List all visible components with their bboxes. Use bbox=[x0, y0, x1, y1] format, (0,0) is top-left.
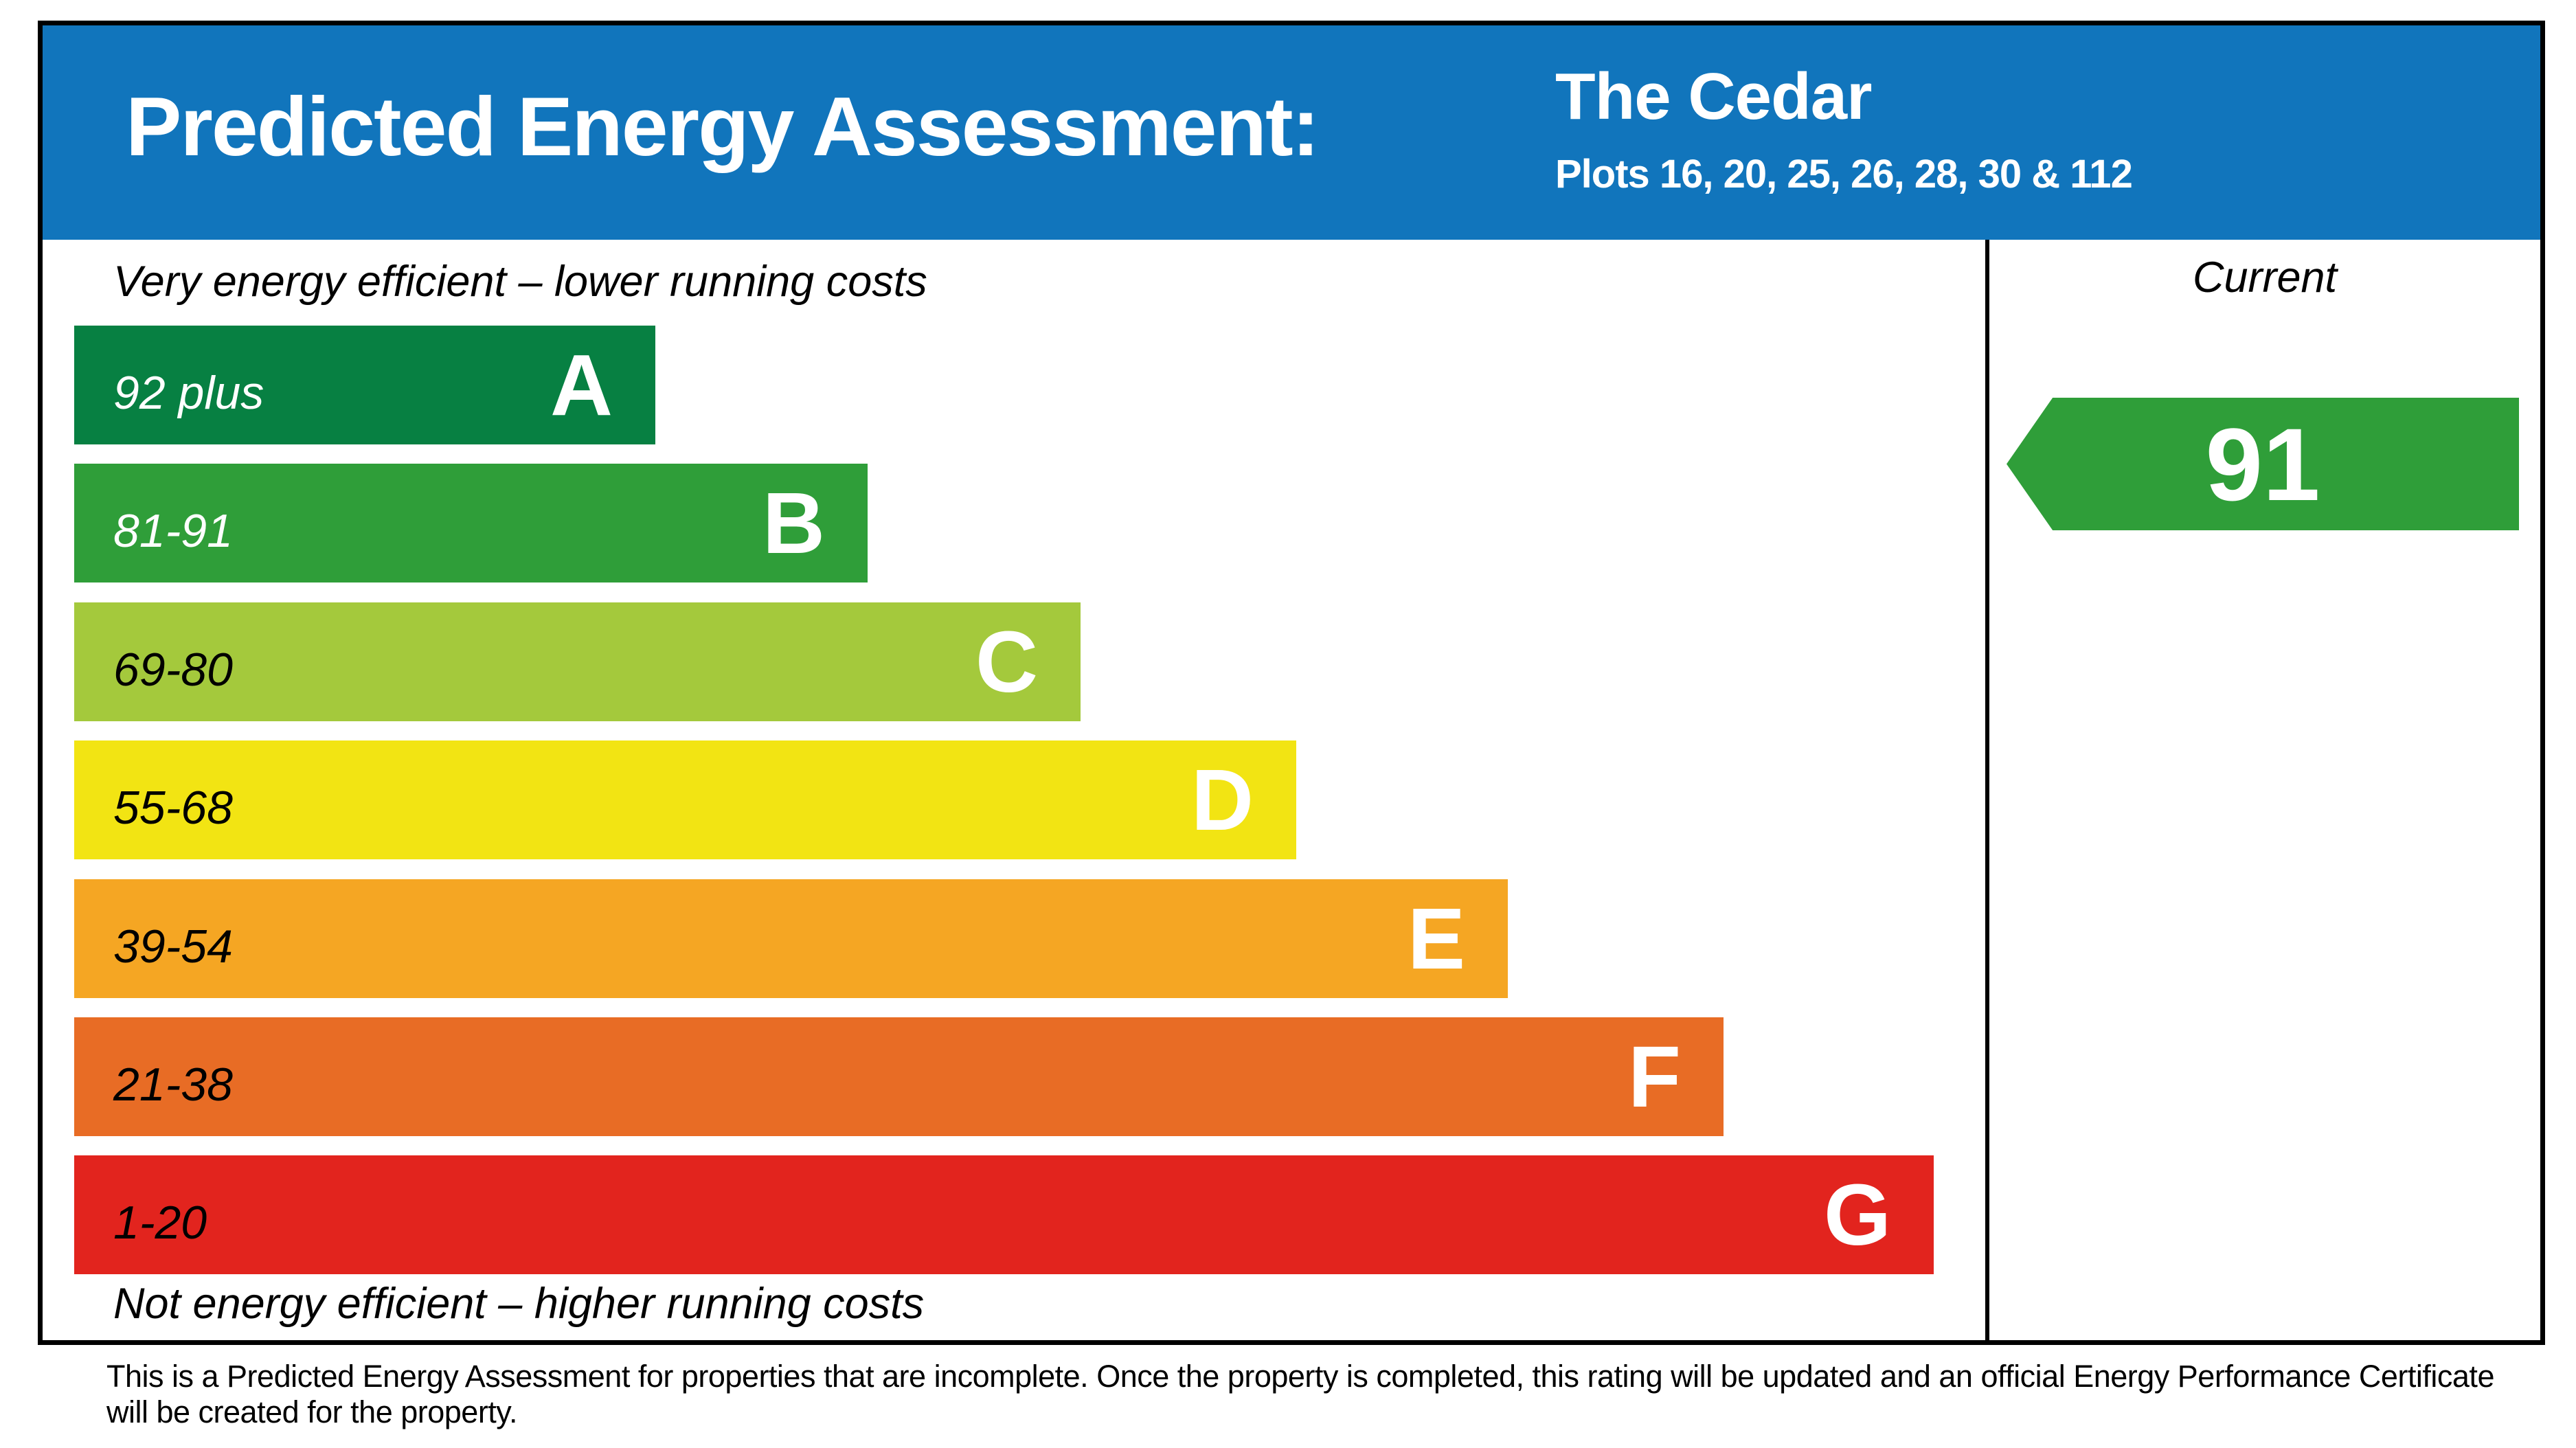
current-rating-value: 91 bbox=[2205, 406, 2320, 522]
epc-band-f: 21-38 F bbox=[74, 1017, 1724, 1136]
band-letter: C bbox=[975, 613, 1038, 710]
epc-band-g: 1-20 G bbox=[74, 1155, 1934, 1274]
band-range-label: 69-80 bbox=[113, 643, 233, 696]
band-range-label: 81-91 bbox=[113, 504, 233, 557]
epc-band-d: 55-68 D bbox=[74, 740, 1296, 859]
band-letter: E bbox=[1407, 890, 1465, 987]
band-range-label: 55-68 bbox=[113, 781, 233, 834]
current-rating-arrow: 91 bbox=[2007, 398, 2519, 530]
current-column: Current 91 bbox=[1989, 240, 2540, 1340]
bottom-caption: Not energy efficient – higher running co… bbox=[113, 1280, 925, 1328]
property-info: The Cedar Plots 16, 20, 25, 26, 28, 30 &… bbox=[1555, 60, 2133, 196]
property-plots: Plots 16, 20, 25, 26, 28, 30 & 112 bbox=[1555, 152, 2133, 196]
epc-band-c: 69-80 C bbox=[74, 602, 1081, 721]
footer-note: This is a Predicted Energy Assessment fo… bbox=[106, 1359, 2494, 1429]
top-caption: Very energy efficient – lower running co… bbox=[113, 258, 927, 306]
column-divider bbox=[1985, 240, 1989, 1340]
band-range-label: 21-38 bbox=[113, 1058, 233, 1111]
band-letter: F bbox=[1628, 1028, 1681, 1125]
band-letter: B bbox=[762, 474, 825, 572]
header: Predicted Energy Assessment: The Cedar P… bbox=[43, 25, 2540, 240]
band-range-label: 1-20 bbox=[113, 1196, 207, 1249]
epc-band-b: 81-91 B bbox=[74, 464, 868, 582]
page-title: Predicted Energy Assessment: bbox=[126, 80, 1320, 173]
band-range-label: 92 plus bbox=[113, 366, 264, 419]
band-letter: A bbox=[550, 336, 613, 433]
band-letter: G bbox=[1823, 1166, 1891, 1263]
epc-chart-area: Very energy efficient – lower running co… bbox=[43, 240, 2540, 1340]
certificate-box: Predicted Energy Assessment: The Cedar P… bbox=[38, 21, 2545, 1345]
epc-band-e: 39-54 E bbox=[74, 879, 1508, 998]
current-column-header: Current bbox=[2192, 253, 2338, 302]
band-letter: D bbox=[1191, 751, 1254, 848]
band-range-label: 39-54 bbox=[113, 920, 233, 973]
property-name: The Cedar bbox=[1555, 60, 1872, 133]
epc-band-a: 92 plus A bbox=[74, 326, 655, 444]
